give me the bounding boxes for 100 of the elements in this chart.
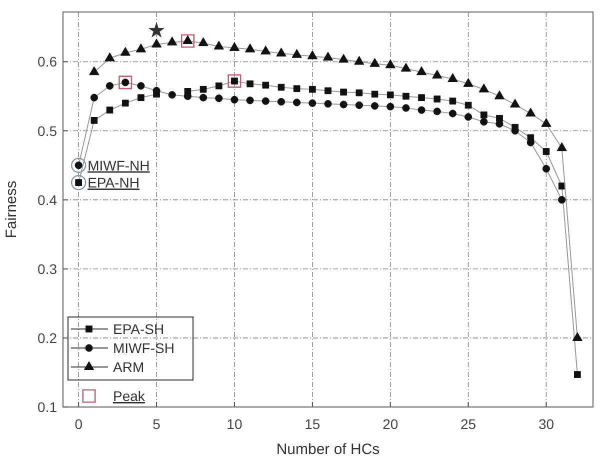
point (215, 94, 223, 102)
point (308, 99, 316, 107)
point (106, 82, 114, 90)
point (356, 89, 363, 96)
point (168, 91, 176, 99)
point (262, 97, 270, 105)
x-tick-label: 5 (152, 416, 161, 432)
point (293, 98, 301, 106)
point (402, 104, 410, 112)
point (246, 80, 254, 88)
point (434, 96, 441, 102)
legend-label: ARM (113, 359, 144, 375)
point (148, 22, 164, 38)
y-tick-label: 0.2 (38, 330, 58, 346)
x-axis-title: Number of HCs (276, 441, 380, 458)
point (370, 58, 380, 67)
x-tick-label: 10 (226, 416, 242, 432)
point (386, 102, 394, 110)
point (448, 110, 457, 118)
y-tick-label: 0.5 (38, 122, 58, 139)
point (322, 52, 334, 61)
point (385, 59, 396, 68)
point (260, 46, 271, 54)
point (354, 56, 364, 65)
point (558, 196, 566, 204)
point (90, 94, 98, 102)
point (276, 48, 286, 56)
point (402, 92, 410, 100)
point (214, 40, 224, 50)
annotation: EPA-NH (88, 174, 140, 191)
point (278, 84, 285, 91)
x-tick-label: 30 (538, 416, 554, 432)
point (245, 43, 256, 52)
point (542, 148, 550, 155)
x-tick-label: 20 (382, 416, 398, 432)
point (464, 113, 472, 121)
point (480, 111, 488, 118)
point (463, 78, 474, 87)
point (151, 38, 162, 48)
point (230, 96, 238, 104)
point (292, 49, 302, 58)
point (541, 118, 552, 127)
point (480, 118, 488, 126)
point (120, 46, 130, 56)
y-tick-label: 0.1 (38, 399, 58, 415)
point (106, 106, 114, 114)
point (371, 90, 378, 98)
point (449, 98, 456, 104)
point (464, 102, 472, 109)
point (338, 54, 349, 63)
point (510, 98, 520, 108)
point (277, 98, 286, 106)
point (526, 108, 536, 117)
point (198, 37, 208, 46)
point (228, 74, 242, 88)
point (494, 90, 505, 100)
point (416, 66, 427, 76)
annotation: MIWF-NH (88, 157, 150, 174)
legend-label: MIWF-SH (113, 340, 174, 356)
point (400, 62, 411, 72)
y-axis-title: Fairness (3, 180, 20, 238)
x-tick-label: 15 (304, 416, 320, 432)
point (340, 88, 347, 96)
point (180, 34, 194, 48)
point (542, 164, 550, 173)
legend-label: EPA-SH (113, 321, 164, 337)
point (89, 66, 100, 76)
x-tick-label: 25 (460, 416, 476, 432)
point (418, 94, 425, 102)
point (104, 52, 115, 62)
point (90, 117, 98, 124)
point (432, 70, 442, 79)
y-tick-label: 0.6 (38, 54, 58, 70)
point (199, 94, 208, 102)
point (246, 96, 254, 104)
y-tick-label: 0.4 (38, 192, 58, 208)
point (118, 76, 132, 90)
y-tick-label: 0.3 (38, 260, 58, 277)
point (355, 101, 363, 110)
point (307, 50, 318, 60)
point (229, 42, 240, 51)
point (386, 91, 394, 98)
point (136, 43, 146, 52)
point (122, 100, 129, 107)
point (478, 84, 489, 92)
point (558, 182, 566, 190)
point (448, 73, 458, 82)
x-tick-label: 0 (74, 416, 83, 432)
point (167, 36, 178, 46)
point (215, 82, 222, 90)
point (137, 82, 145, 90)
point (138, 94, 144, 102)
point (324, 100, 332, 108)
point (309, 86, 316, 93)
point (370, 102, 379, 110)
legend-label: Peak (113, 388, 146, 404)
point (200, 86, 207, 93)
point (340, 100, 348, 108)
point (262, 82, 270, 89)
point (418, 106, 426, 114)
